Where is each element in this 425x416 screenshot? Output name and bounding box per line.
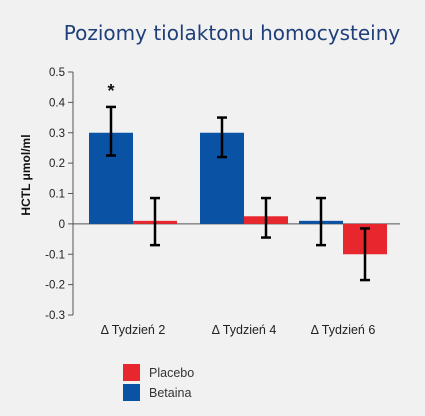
y-tick-label: -0.1 [45,249,65,261]
significance-asterisk: * [107,81,114,101]
y-tick-label: -0.3 [45,310,65,322]
y-tick-label: 0.5 [49,67,65,79]
y-tick-label: 0.3 [49,128,65,140]
legend-label-placebo: Placebo [149,366,194,380]
x-category-label: Δ Tydzień 4 [212,323,277,337]
x-category-label: Δ Tydzień 2 [101,323,166,337]
legend-swatch-betaina [123,384,140,401]
legend-label-betaina: Betaina [149,386,191,400]
y-axis-label: HCTL μmol/ml [19,134,33,215]
chart-title: Poziomy tiolaktonu homocysteiny [64,21,401,45]
y-tick-label: 0.1 [49,189,65,201]
x-category-label: Δ Tydzień 6 [311,323,376,337]
y-tick-label: 0.2 [49,158,65,170]
y-tick-label: 0 [59,219,65,231]
y-tick-label: 0.4 [49,97,66,109]
y-tick-label: -0.2 [45,280,65,292]
legend-swatch-placebo [123,364,140,381]
